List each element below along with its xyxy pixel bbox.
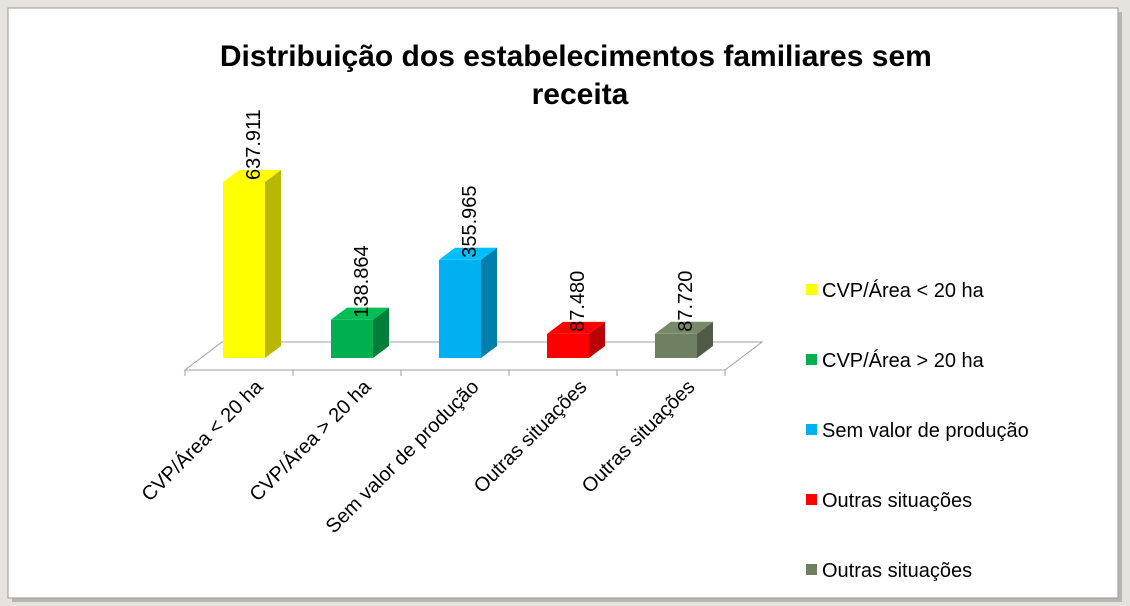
chart-title: Distribuição dos estabelecimentos famili… <box>220 40 940 111</box>
legend-swatch <box>806 354 817 365</box>
bar-top <box>223 170 281 182</box>
bar <box>331 319 373 358</box>
legend-label: Outras situações <box>822 560 972 582</box>
value-label: 637.911 <box>243 109 265 180</box>
bar-top <box>439 247 497 260</box>
value-label: 87.480 <box>567 271 589 332</box>
chart-area <box>7 7 1119 599</box>
legend-label: Sem valor de produção <box>822 420 1029 442</box>
bar <box>223 182 265 358</box>
bar-side <box>373 307 389 358</box>
legend-label: CVP/Área > 20 ha <box>822 349 985 372</box>
legend-swatch <box>806 564 817 575</box>
bar-side <box>481 247 497 358</box>
bar-side <box>697 321 713 358</box>
bar <box>655 333 697 358</box>
value-label: 355.965 <box>459 185 481 257</box>
bar <box>547 333 589 358</box>
legend-swatch <box>806 494 817 505</box>
legend-swatch <box>806 284 817 295</box>
bar-side <box>589 321 605 358</box>
value-label: 87.720 <box>675 271 697 332</box>
legend-swatch <box>806 424 817 435</box>
bar-top <box>547 321 605 334</box>
bar-top <box>331 307 389 320</box>
value-label: 138.864 <box>351 245 373 317</box>
bar-side <box>265 170 281 358</box>
bar <box>439 259 481 358</box>
bar-top <box>655 321 713 334</box>
legend-label: Outras situações <box>822 490 972 512</box>
legend-label: CVP/Área < 20 ha <box>822 279 985 302</box>
